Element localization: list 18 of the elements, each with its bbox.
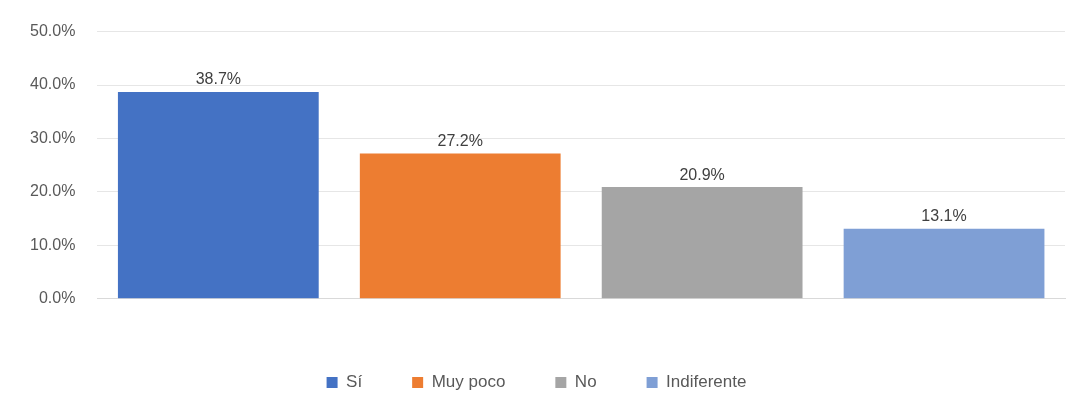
y-tick-label: 10.0%	[29, 235, 76, 253]
bar	[601, 187, 803, 299]
y-tick-label: 50.0%	[29, 22, 76, 40]
data-label: 13.1%	[921, 207, 967, 225]
y-tick-label: 20.0%	[29, 182, 76, 200]
bar	[117, 91, 319, 299]
legend-label: Sí	[346, 372, 363, 392]
y-tick-label: 0.0%	[38, 289, 76, 307]
data-label: 27.2%	[437, 131, 483, 149]
legend-label: No	[574, 372, 597, 392]
data-label: 38.7%	[195, 70, 242, 88]
data-label: 20.9%	[679, 165, 725, 183]
y-tick-label: 40.0%	[29, 75, 76, 93]
legend-label: Muy poco	[431, 372, 506, 392]
y-tick-label: 30.0%	[29, 128, 76, 146]
bar	[359, 153, 561, 299]
bar	[843, 228, 1045, 299]
legend-label: Indiferente	[666, 372, 747, 392]
